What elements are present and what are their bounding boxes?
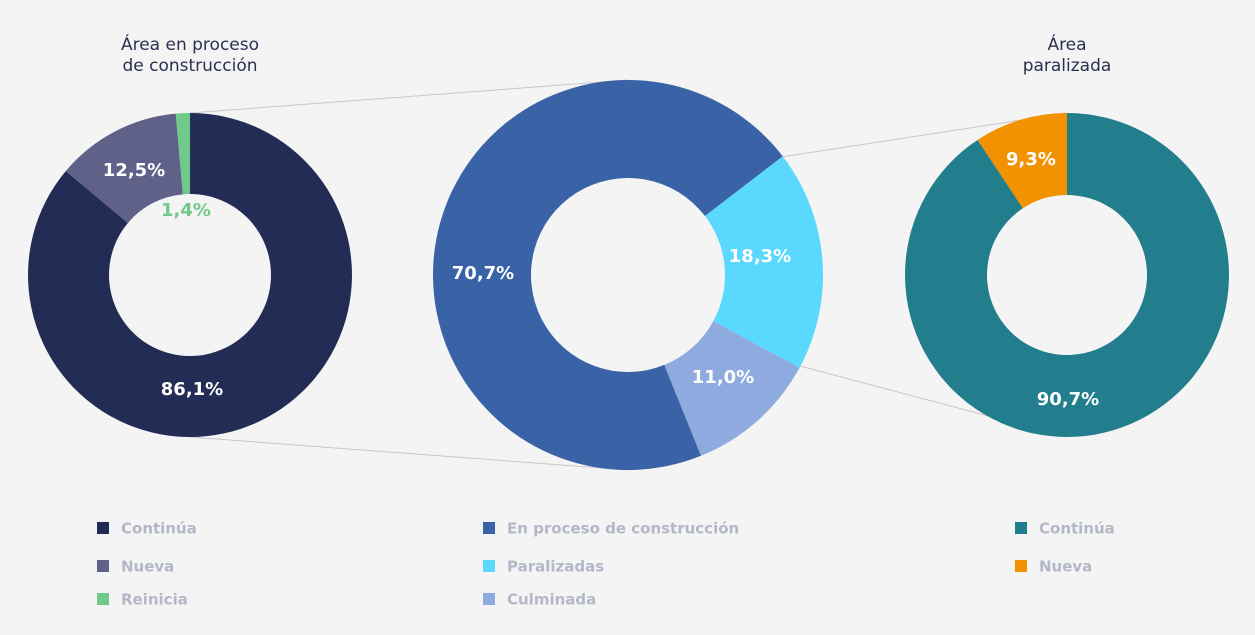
legend-label: Nueva xyxy=(1039,558,1092,576)
donut-slice xyxy=(28,113,353,437)
value-label: 18,3% xyxy=(729,246,791,267)
legend-label: Paralizadas xyxy=(507,558,604,576)
legend-swatch xyxy=(97,560,109,572)
legend-swatch xyxy=(483,560,495,572)
donut-slice xyxy=(664,321,800,456)
legend-swatch xyxy=(97,593,109,605)
donut-slice xyxy=(65,113,183,223)
legend-swatch xyxy=(483,522,495,534)
legend-label: Continúa xyxy=(121,520,197,538)
legend-label: Nueva xyxy=(121,558,174,576)
legend-swatch xyxy=(97,522,109,534)
value-label: 86,1% xyxy=(161,379,223,400)
value-label: 70,7% xyxy=(452,263,514,284)
donut-slice xyxy=(905,113,1229,437)
value-label: 1,4% xyxy=(161,200,211,221)
donut-slice xyxy=(433,80,783,471)
donut-slice xyxy=(704,156,823,368)
value-label: 9,3% xyxy=(1006,149,1056,170)
donut-slice xyxy=(977,113,1067,209)
legend-label: Culminada xyxy=(507,591,596,609)
value-label: 90,7% xyxy=(1037,389,1099,410)
value-label: 12,5% xyxy=(103,160,165,181)
legend-label: En proceso de construcción xyxy=(507,520,739,538)
connector xyxy=(189,79,629,114)
legend-label: Reinicia xyxy=(121,591,188,609)
chart-title: de construcción xyxy=(122,56,257,76)
chart-title: Área xyxy=(1047,33,1086,55)
chart-title: paralizada xyxy=(1023,56,1112,76)
chart-title: Área en proceso xyxy=(121,33,259,55)
connector xyxy=(189,436,629,471)
legend-swatch xyxy=(483,593,495,605)
legend-swatch xyxy=(1015,522,1027,534)
legend-swatch xyxy=(1015,560,1027,572)
donut-slice xyxy=(175,113,190,195)
legend-label: Continúa xyxy=(1039,520,1115,538)
value-label: 11,0% xyxy=(692,367,754,388)
